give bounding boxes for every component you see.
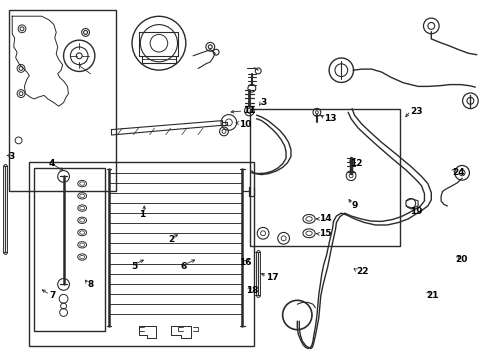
Text: 13: 13 <box>323 114 336 123</box>
Text: 21: 21 <box>426 291 438 300</box>
Text: 22: 22 <box>355 267 368 276</box>
Text: 14: 14 <box>318 214 331 223</box>
Text: 10: 10 <box>238 120 250 129</box>
Text: 16: 16 <box>238 258 251 267</box>
Bar <box>34 168 105 331</box>
Text: 3: 3 <box>8 152 15 161</box>
Text: 8: 8 <box>87 280 93 289</box>
Text: 3: 3 <box>260 98 266 107</box>
Text: 11: 11 <box>242 107 255 115</box>
Text: 2: 2 <box>168 235 175 244</box>
Text: 18: 18 <box>246 287 259 295</box>
Text: 6: 6 <box>181 262 187 271</box>
Text: 1: 1 <box>139 210 145 219</box>
Text: 20: 20 <box>455 255 467 264</box>
Text: 12: 12 <box>349 159 362 168</box>
Bar <box>29 162 254 346</box>
Bar <box>9 10 116 191</box>
Text: 5: 5 <box>131 262 137 271</box>
Text: 9: 9 <box>350 201 357 210</box>
Text: 23: 23 <box>409 107 422 116</box>
Text: 24: 24 <box>451 167 464 176</box>
Text: 4: 4 <box>49 159 55 168</box>
Text: 19: 19 <box>409 207 422 216</box>
Text: 15: 15 <box>318 230 331 238</box>
Text: 17: 17 <box>265 273 278 282</box>
Text: 7: 7 <box>49 291 55 300</box>
Bar <box>250 109 399 246</box>
